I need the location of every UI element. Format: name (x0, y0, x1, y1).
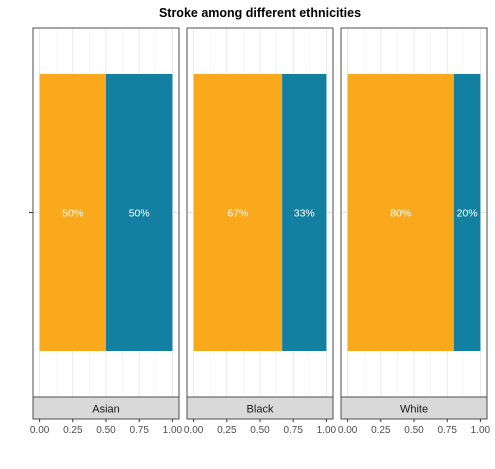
data-label: 80% (390, 208, 411, 220)
bar-asian-1 (106, 74, 173, 351)
facet-label: White (400, 404, 428, 416)
data-label: 67% (227, 208, 248, 220)
facet-panels: 50% 50% Asian 0.00 0.25 0.50 0.75 1.00 67% 33% Bla… (29, 27, 491, 436)
data-label: 33% (294, 208, 315, 220)
bar-white-1 (453, 74, 481, 351)
x-tick-label: 0.00 (338, 425, 358, 436)
x-tick-label: 1.00 (471, 425, 491, 436)
bar-black-0 (193, 74, 283, 351)
x-tick-label: 0.00 (30, 425, 50, 436)
x-tick-label: 0.00 (184, 425, 204, 436)
x-tick-label: 0.25 (217, 425, 237, 436)
x-tick-label: 0.75 (437, 425, 457, 436)
bar-asian-0 (39, 74, 106, 351)
bar-black-1 (282, 74, 327, 351)
facet-label: Black (247, 404, 274, 416)
data-label: 20% (457, 208, 478, 220)
x-tick-label: 0.75 (283, 425, 303, 436)
data-label: 50% (129, 208, 150, 220)
x-tick-label: 0.50 (404, 425, 424, 436)
x-tick-label: 0.25 (63, 425, 83, 436)
facet-label: Asian (92, 404, 120, 416)
x-tick-label: 0.50 (96, 425, 116, 436)
data-label: 50% (62, 208, 83, 220)
x-tick-label: 0.75 (129, 425, 149, 436)
x-tick-label: 0.50 (250, 425, 270, 436)
x-tick-label: 0.25 (371, 425, 391, 436)
chart-title: Stroke among different ethnicities (159, 6, 361, 20)
bar-white-0 (347, 74, 454, 351)
x-tick-label: 1.00 (163, 425, 183, 436)
x-tick-label: 1.00 (317, 425, 337, 436)
